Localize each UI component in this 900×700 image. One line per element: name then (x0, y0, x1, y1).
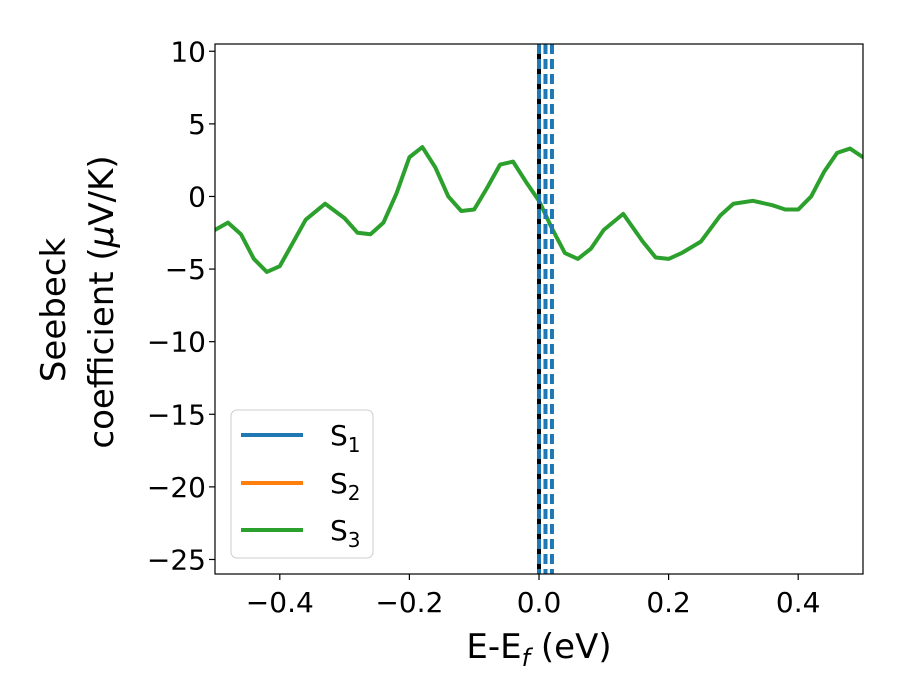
legend-label-s2: S2 (330, 467, 361, 505)
y-axis-title-line1: Seebeck (34, 238, 74, 383)
y-tick-label: −5 (165, 253, 206, 286)
series-line-0 (215, 145, 863, 274)
x-tick-label: 0.0 (517, 586, 562, 619)
y-tick-label: −10 (147, 326, 206, 359)
legend-label-s1: S1 (330, 419, 361, 457)
plot-area (215, 44, 863, 574)
y-tick-label: −15 (147, 398, 206, 431)
x-tick-label: 0.2 (646, 586, 691, 619)
y-axis: 10 5 0 −5 −10 −15 −20 −25 (147, 35, 215, 576)
x-axis: −0.4 −0.2 0.0 0.2 0.4 (246, 574, 821, 619)
y-tick-label: 0 (188, 180, 206, 213)
x-tick-label: 0.4 (776, 586, 821, 619)
x-axis-title: E-Ef (eV) (466, 627, 611, 672)
y-tick-label: 10 (170, 35, 206, 68)
x-tick-label: −0.4 (246, 586, 314, 619)
y-tick-label: −20 (147, 471, 206, 504)
y-axis-title-line2: coefficient (μV/K) (82, 155, 122, 448)
x-tick-label: −0.2 (375, 586, 443, 619)
y-tick-label: −25 (147, 543, 206, 576)
y-tick-label: 5 (188, 108, 206, 141)
legend: S1 S2 S3 (230, 409, 374, 559)
legend-label-s3: S3 (330, 514, 361, 552)
